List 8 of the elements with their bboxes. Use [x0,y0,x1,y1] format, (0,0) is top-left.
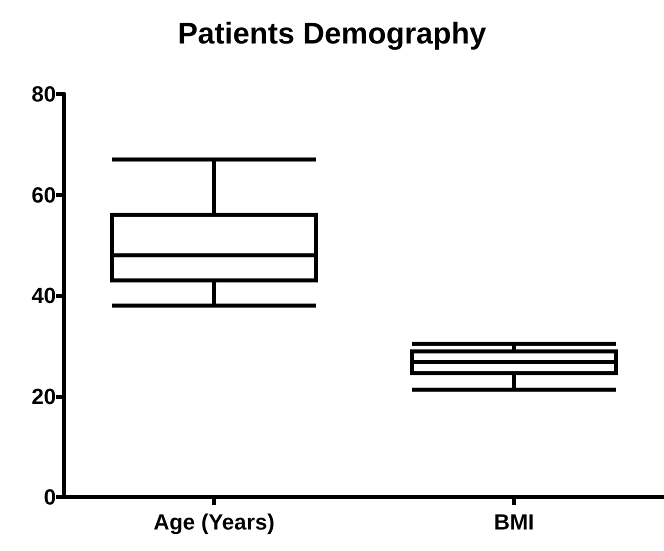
y-tick-label: 20 [32,384,56,409]
x-tick-label: Age (Years) [153,510,275,534]
y-tick-label: 80 [32,82,56,106]
x-tick-label: BMI [494,510,534,534]
y-tick-label: 40 [32,283,56,308]
y-tick-label: 0 [44,484,56,510]
y-tick-label: 60 [32,182,56,208]
chart-title: Patients Demography [178,18,487,50]
